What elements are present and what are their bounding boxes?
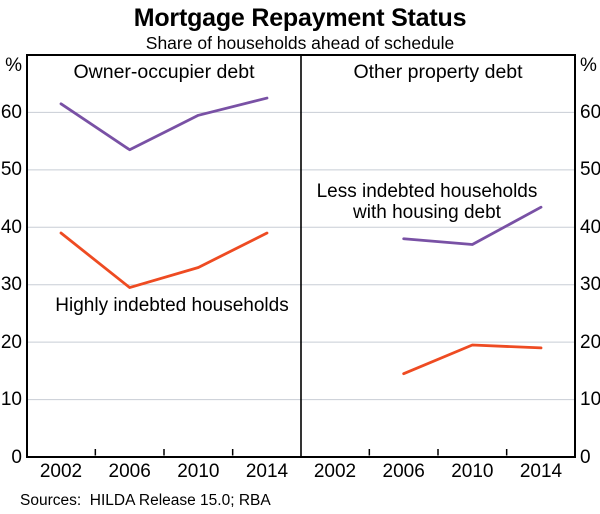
series-label-less-indebted-line1: Less indebted households <box>316 181 538 202</box>
series-label-less-indebted-line2: with housing debt <box>353 202 501 223</box>
y-axis-label-left-10: 10 <box>0 389 22 411</box>
x-axis-label-panel2-2010: 2010 <box>451 461 494 482</box>
y-axis-label-left-30: 30 <box>0 274 22 296</box>
series-label-less-indebted: Less indebted households with housing de… <box>277 181 577 223</box>
y-axis-unit-right: % <box>580 55 597 76</box>
y-axis-label-left-50: 50 <box>0 159 22 181</box>
series-label-highly-indebted: Highly indebted households <box>55 295 289 316</box>
y-axis-label-right-60: 60 <box>580 101 600 123</box>
chart-subtitle: Share of households ahead of schedule <box>145 33 455 53</box>
y-axis-label-right-10: 10 <box>580 389 600 411</box>
x-axis-label-panel1-2010: 2010 <box>177 461 220 482</box>
x-axis-label-panel1-2002: 2002 <box>39 461 83 482</box>
x-axis-label-panel2-2002: 2002 <box>313 461 357 482</box>
y-axis-label-right-40: 40 <box>580 216 600 238</box>
series-line-other-less-indebted <box>402 205 543 246</box>
y-axis-label-left-0: 0 <box>11 446 22 468</box>
panel-title-owner-occupier: Owner-occupier debt <box>73 61 255 83</box>
x-axis-label-panel1-2006: 2006 <box>108 461 151 482</box>
source-note: Sources: HILDA Release 15.0; RBA <box>20 492 271 509</box>
series-line-other-highly-indebted <box>402 343 543 376</box>
y-axis-label-right-20: 20 <box>580 331 600 353</box>
y-axis-label-left-40: 40 <box>0 216 22 238</box>
chart-title: Mortgage Repayment Status <box>133 4 467 32</box>
y-axis-label-right-0: 0 <box>580 446 591 468</box>
x-axis-label-panel2-2006: 2006 <box>382 461 425 482</box>
panel-title-other-property: Other property debt <box>353 61 523 83</box>
y-axis-label-left-20: 20 <box>0 331 22 353</box>
x-axis-label-panel2-2014: 2014 <box>519 461 563 482</box>
y-axis-label-right-50: 50 <box>580 159 600 181</box>
x-axis-label-panel1-2014: 2014 <box>245 461 289 482</box>
y-axis-unit-left: % <box>5 55 22 76</box>
y-axis-label-left-60: 60 <box>0 101 22 123</box>
series-line-owner-less-indebted <box>59 96 269 152</box>
y-axis-label-right-30: 30 <box>580 274 600 296</box>
series-line-owner-highly-indebted <box>59 231 269 289</box>
